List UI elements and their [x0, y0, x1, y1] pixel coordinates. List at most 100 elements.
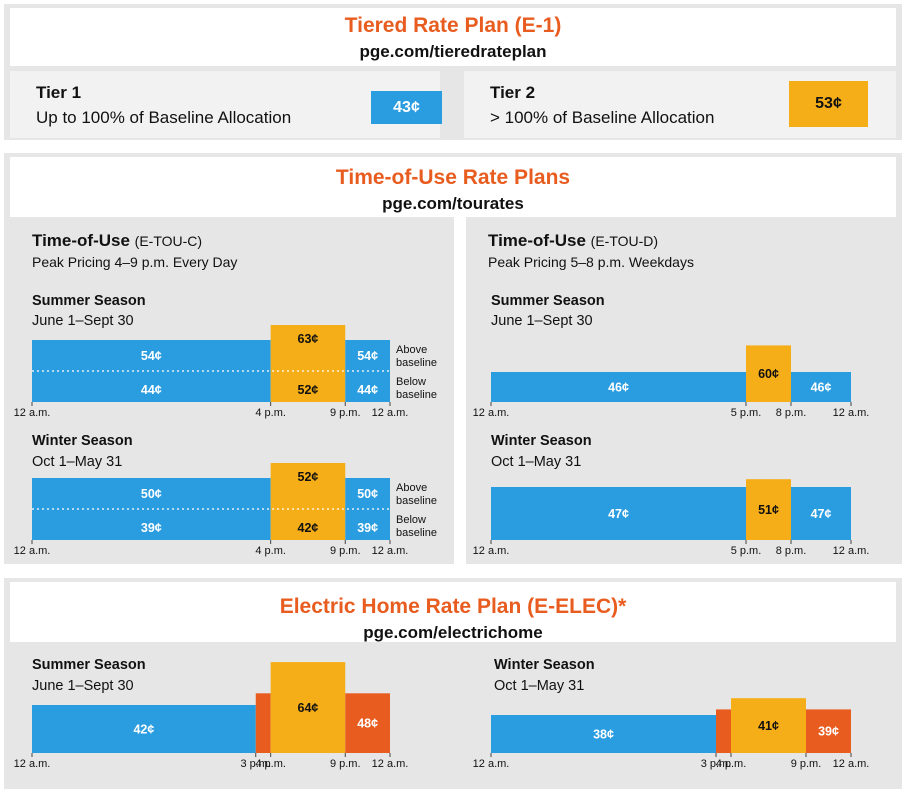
chart-elec-summer: 42¢ 64¢ 48¢ 12 a.m. 3 p.m.4 p.m. 9 p.m. 12 a.m…: [14, 662, 409, 770]
e-summer-label-0: 42¢: [133, 723, 154, 737]
e-winter-dates: Oct 1–May 31: [494, 678, 585, 694]
tou-header: Time-of-Use Rate Plans pge.com/tourates: [10, 157, 896, 217]
d-winter-label-0: 47¢: [608, 507, 629, 521]
e-summer-bar-3: [345, 693, 390, 753]
e-summer-season: Summer Season: [32, 657, 146, 673]
c-winter-bar-0: [32, 478, 271, 540]
d-winter-tick-label-2: 8 p.m.: [776, 545, 807, 557]
tier-2-desc: > 100% of Baseline Allocation: [490, 108, 715, 127]
e-summer-tick-label-2: 4 p.m.: [255, 758, 286, 770]
chart-tou-d-summer: 46¢60¢46¢12 a.m. 5 p.m. 8 p.m. 12 a.m.: [473, 345, 869, 419]
e-winter-label-2: 41¢: [758, 719, 779, 733]
e-summer-tick-label-0: 12 a.m.: [14, 758, 51, 770]
e-summer-tick-label-1: 3 p.m.: [240, 758, 271, 770]
d-summer-label-1: 60¢: [758, 367, 779, 381]
tier-1-price: 43¢: [371, 91, 442, 124]
c-summer-tick-label-0: 12 a.m.: [14, 407, 51, 419]
c-summer-legend-below-2: baseline: [396, 389, 437, 401]
c-summer-legend-above-1: Above: [396, 344, 427, 356]
chart-tou-c-winter: 50¢39¢52¢42¢50¢39¢AbovebaselineBelowbase…: [14, 463, 437, 557]
tiered-header: Tiered Rate Plan (E-1) pge.com/tieredrat…: [10, 8, 896, 66]
c-winter-label-below-0: 39¢: [141, 521, 162, 535]
d-winter-label-1: 51¢: [758, 503, 779, 517]
c-winter-tick-label-2: 9 p.m.: [330, 545, 361, 557]
d-winter-tick-label-1: 5 p.m.: [731, 545, 762, 557]
e-winter-bar-1: [716, 709, 731, 753]
e-summer-label-3: 48¢: [357, 717, 378, 731]
d-winter-season: Winter Season: [491, 433, 592, 449]
e-winter-bar-0: [491, 715, 716, 753]
tou-c-name: Time-of-Use (E-TOU-C): [32, 231, 202, 251]
d-summer-bar-2: [791, 372, 851, 402]
e-winter-bar-2: [731, 698, 806, 753]
d-winter-dates: Oct 1–May 31: [491, 454, 582, 470]
e-winter-tick-label-0: 12 a.m.: [473, 758, 510, 770]
tier-1-name: Tier 1: [36, 83, 82, 102]
tier-2-name: Tier 2: [490, 83, 536, 102]
e-winter-label-3: 39¢: [818, 725, 839, 739]
c-winter-label-above-0: 50¢: [141, 487, 162, 501]
c-summer-label-below-2: 44¢: [357, 383, 378, 397]
c-summer-tick-label-2: 9 p.m.: [330, 407, 361, 419]
tiered-title: Tiered Rate Plan (E-1): [344, 14, 562, 37]
tou-c-sub: Peak Pricing 4–9 p.m. Every Day: [32, 254, 238, 270]
d-summer-label-2: 46¢: [811, 381, 832, 395]
tier-2-box: Tier 2 > 100% of Baseline Allocation 53¢: [464, 71, 896, 138]
c-summer-legend-above-2: baseline: [396, 357, 437, 369]
c-summer-legend-below-1: Below: [396, 376, 426, 388]
tiered-rate-section: Tiered Rate Plan (E-1) pge.com/tieredrat…: [4, 4, 902, 140]
e-summer-tick-label-4: 12 a.m.: [372, 758, 409, 770]
c-winter-legend-below-1: Below: [396, 514, 426, 526]
chart-tou-d-winter: 47¢ 51¢ 47¢ 12 a.m. 5 p.m. 8 p.m. 12 a.m.: [473, 479, 870, 557]
elec-section: Electric Home Rate Plan (E-ELEC)* pge.co…: [4, 578, 902, 789]
tou-d-code: (E-TOU-D): [590, 233, 659, 249]
d-winter-bar-0: [491, 487, 746, 540]
c-winter-dates: Oct 1–May 31: [32, 454, 123, 470]
d-summer-label-0: 46¢: [608, 381, 629, 395]
elec-url: pge.com/electrichome: [363, 623, 543, 642]
c-summer-dates: June 1–Sept 30: [32, 313, 134, 329]
elec-header: Electric Home Rate Plan (E-ELEC)* pge.co…: [10, 582, 896, 642]
e-summer-bar-0: [32, 705, 256, 753]
c-summer-label-above-1: 63¢: [298, 332, 319, 346]
d-summer-bar-0: [491, 372, 746, 402]
c-winter-label-above-2: 50¢: [357, 487, 378, 501]
c-winter-season: Winter Season: [32, 433, 133, 449]
elec-title: Electric Home Rate Plan (E-ELEC)*: [279, 595, 627, 618]
e-winter-tick-label-3: 9 p.m.: [791, 758, 822, 770]
d-winter-bar-2: [791, 487, 851, 540]
c-winter-legend-above-2: baseline: [396, 495, 437, 507]
c-winter-legend-below-2: baseline: [396, 527, 437, 539]
tier-2-price: 53¢: [789, 81, 868, 127]
d-summer-tick-label-1: 5 p.m.: [731, 407, 762, 419]
c-winter-bar-1: [270, 463, 346, 540]
c-summer-bar-0: [32, 340, 271, 402]
c-winter-tick-label-3: 12 a.m.: [372, 545, 409, 557]
tou-c-name-label: Time-of-Use: [32, 231, 130, 250]
e-winter-season: Winter Season: [494, 657, 595, 673]
e-winter-label-0: 38¢: [593, 728, 614, 742]
tou-d-name-label: Time-of-Use: [488, 231, 586, 250]
d-summer-tick-label-0: 12 a.m.: [473, 407, 510, 419]
d-winter-label-2: 47¢: [811, 507, 832, 521]
e-summer-bar-2: [270, 662, 346, 753]
chart-tou-c-summer: 54¢44¢63¢52¢54¢44¢AbovebaselineBelowbase…: [14, 325, 437, 419]
c-winter-label-below-1: 42¢: [298, 521, 319, 535]
tier-1-desc: Up to 100% of Baseline Allocation: [36, 108, 292, 127]
c-summer-season: Summer Season: [32, 293, 146, 309]
tou-url: pge.com/tourates: [382, 194, 524, 213]
tiered-url: pge.com/tieredrateplan: [359, 42, 547, 61]
c-winter-legend-above-1: Above: [396, 482, 427, 494]
d-summer-tick-label-2: 8 p.m.: [776, 407, 807, 419]
c-winter-tick-label-1: 4 p.m.: [255, 545, 286, 557]
e-summer-tick-label-3: 9 p.m.: [330, 758, 361, 770]
e-summer-label-2: 64¢: [298, 701, 319, 715]
c-summer-tick-label-3: 12 a.m.: [372, 407, 409, 419]
tou-d-name: Time-of-Use (E-TOU-D): [488, 231, 658, 251]
c-winter-label-below-2: 39¢: [357, 521, 378, 535]
e-summer-bar-1: [255, 693, 271, 753]
e-winter-tick-label-1: 3 p.m.: [701, 758, 732, 770]
c-summer-label-above-2: 54¢: [357, 349, 378, 363]
d-winter-tick-label-3: 12 a.m.: [833, 545, 870, 557]
tou-c-code: (E-TOU-C): [134, 233, 203, 249]
